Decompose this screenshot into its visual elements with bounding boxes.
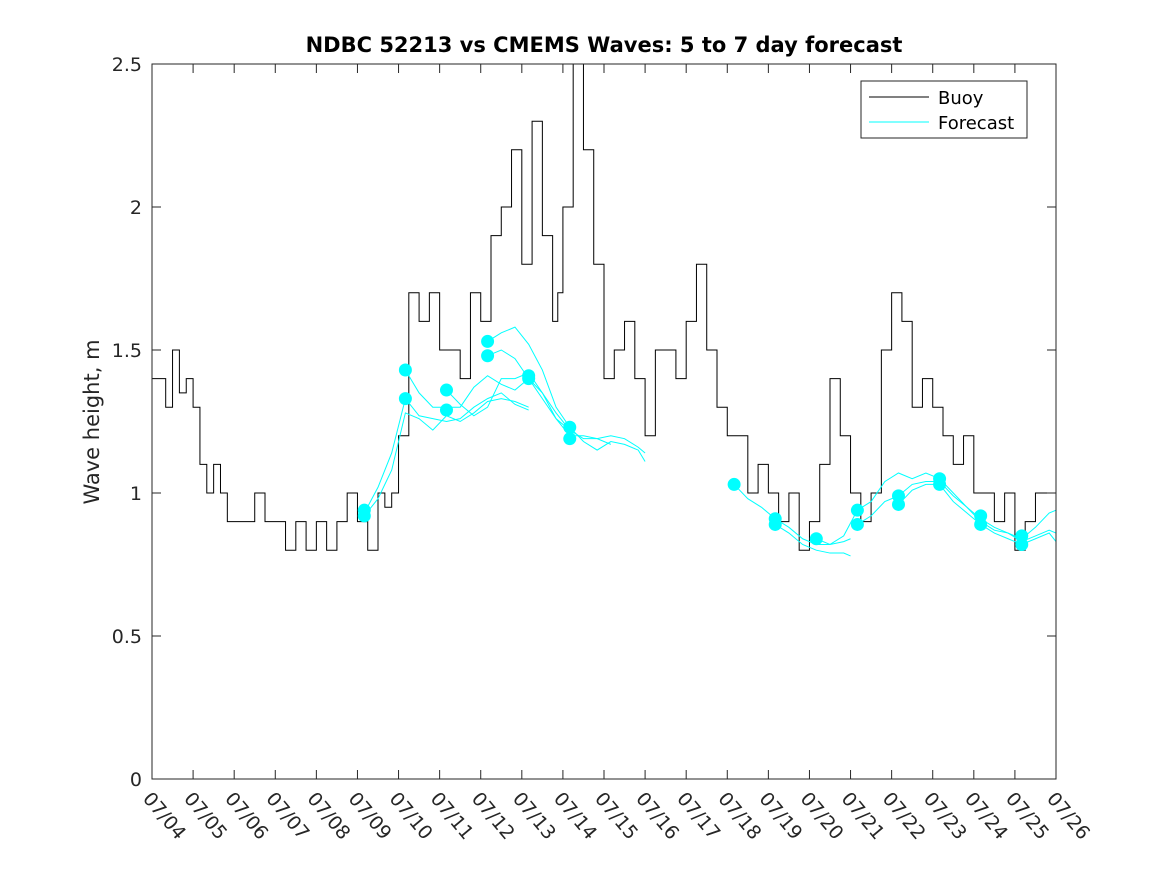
forecast-start-marker (933, 477, 947, 491)
forecast-start-marker (563, 432, 577, 446)
legend-forecast-label: Forecast (938, 113, 1014, 134)
y-tick-label: 0.5 (112, 626, 142, 648)
forecast-start-marker (727, 477, 741, 491)
forecast-start-marker (398, 392, 412, 406)
forecast-start-marker (481, 349, 495, 363)
forecast-start-marker (439, 403, 453, 417)
legend: Buoy Forecast (860, 80, 1028, 139)
forecast-start-marker (398, 363, 412, 377)
forecast-start-marker (850, 503, 864, 517)
forecast-start-marker (357, 509, 371, 523)
legend-box (860, 80, 1028, 139)
y-tick-label: 2 (130, 197, 142, 219)
forecast-series-line-8 (774, 524, 851, 557)
forecast-start-marker (768, 517, 782, 531)
forecast-start-marker (563, 420, 577, 434)
forecast-start-marker (850, 517, 864, 531)
y-tick-label: 2.5 (112, 54, 142, 76)
legend-buoy-label: Buoy (938, 88, 984, 109)
forecast-start-marker (809, 532, 823, 546)
y-axis-label: Wave height, m (80, 339, 104, 504)
forecast-start-marker (481, 334, 495, 348)
forecast-series-line-10 (857, 481, 1057, 543)
y-tick-label: 0 (130, 769, 142, 791)
forecast-start-marker (1015, 537, 1029, 551)
plot-area (152, 63, 1057, 557)
y-tick-label: 1 (130, 483, 142, 505)
forecast-start-marker (974, 517, 988, 531)
chart-title: NDBC 52213 vs CMEMS Waves: 5 to 7 day fo… (306, 33, 903, 57)
forecast-start-marker (891, 497, 905, 511)
forecast-start-marker (522, 372, 536, 386)
y-tick-label: 1.5 (112, 340, 142, 362)
forecast-series-line-1 (363, 392, 529, 514)
forecast-series-line-7 (733, 484, 851, 545)
forecast-start-marker (439, 383, 453, 397)
